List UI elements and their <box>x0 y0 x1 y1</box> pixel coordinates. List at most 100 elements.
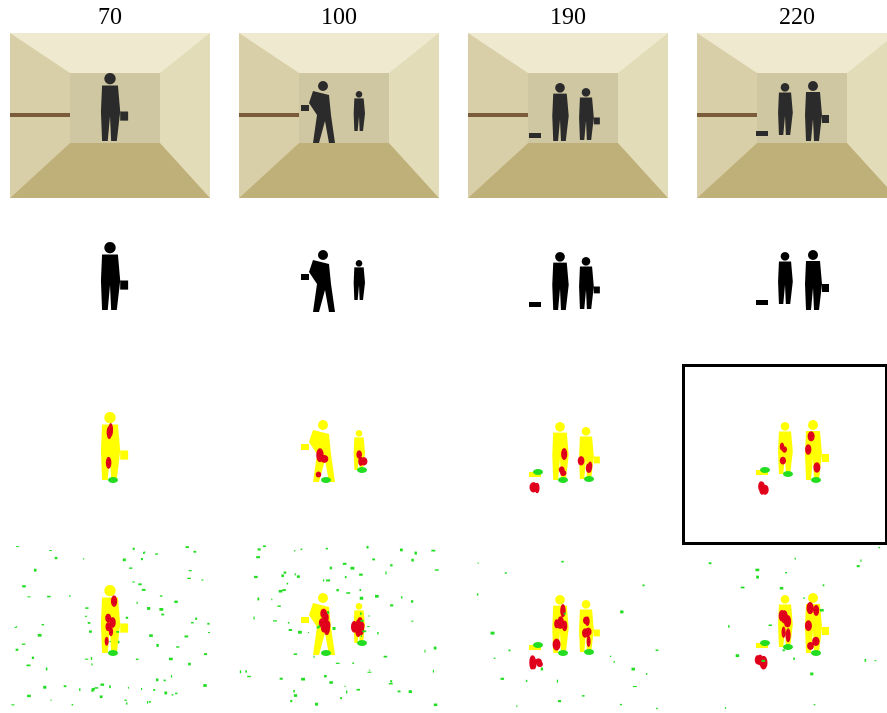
noise-speck <box>340 697 343 700</box>
missed-pixels <box>778 609 786 622</box>
person-mask-3 <box>756 300 768 305</box>
missed-pixels <box>358 456 364 467</box>
missed-pixels <box>779 456 787 465</box>
noise-speck <box>367 626 370 628</box>
noise-speck <box>153 689 156 691</box>
missed-pixels <box>813 604 820 617</box>
noise-speck <box>90 657 93 660</box>
noise-speck <box>43 685 47 689</box>
noise-speck <box>188 662 191 666</box>
noise-speck <box>16 546 19 548</box>
noise-speck <box>71 703 74 706</box>
noise-speck <box>327 611 330 614</box>
noise-speck <box>332 627 336 630</box>
corridor-end <box>757 73 847 143</box>
noise-speck <box>84 658 89 660</box>
detected-region-1 <box>301 593 335 655</box>
noise-speck <box>191 621 194 624</box>
noise-speck <box>361 643 365 646</box>
noise-speck <box>201 579 204 581</box>
noise-speck <box>329 566 333 570</box>
detected-region-2 <box>579 427 600 479</box>
noise-speck <box>282 589 286 592</box>
missed-pixels <box>759 655 768 670</box>
method-b-result-190 <box>468 545 668 710</box>
noise-speck <box>293 689 295 693</box>
noise-speck <box>525 679 528 683</box>
noise-speck <box>148 701 151 703</box>
frame-label-220: 220 <box>779 4 815 30</box>
noise-speck <box>813 704 816 706</box>
noise-speck <box>174 600 178 604</box>
noise-speck <box>176 646 180 648</box>
missed-pixels <box>110 595 118 607</box>
missed-pixels <box>586 635 591 647</box>
noise-speck <box>159 595 163 597</box>
noise-speck <box>37 633 42 637</box>
method-b-result-220 <box>697 545 887 710</box>
noise-speck <box>313 655 315 658</box>
missed-pixels <box>781 626 786 638</box>
noise-speck <box>793 657 795 660</box>
noise-speck <box>79 688 81 691</box>
missed-pixels <box>758 481 765 492</box>
missed-pixels <box>315 471 322 478</box>
noise-speck <box>656 707 658 710</box>
noise-speck <box>185 546 189 549</box>
noise-speck <box>11 704 15 706</box>
noise-speck <box>163 679 166 682</box>
noise-speck <box>632 685 637 688</box>
noise-speck <box>385 571 387 575</box>
noise-speck <box>161 613 165 616</box>
person-1 <box>100 73 129 141</box>
noise-speck <box>296 575 300 578</box>
missed-pixels <box>804 620 812 632</box>
noise-speck <box>476 593 479 596</box>
missed-pixels <box>807 642 814 650</box>
noise-speck <box>187 577 191 579</box>
noise-speck <box>359 589 362 592</box>
missed-pixels <box>583 628 591 637</box>
missed-pixels <box>109 617 116 628</box>
noise-speck <box>34 568 37 572</box>
noise-speck <box>613 661 616 663</box>
noise-speck <box>424 649 426 653</box>
noise-speck <box>779 586 784 590</box>
person-mask-2 <box>579 257 600 309</box>
noise-speck <box>874 660 877 662</box>
floor <box>697 143 887 198</box>
noise-speck <box>143 552 145 554</box>
noise-speck <box>360 612 362 616</box>
noise-speck <box>247 675 251 678</box>
noise-speck <box>293 694 298 697</box>
noise-speck <box>383 655 388 658</box>
noise-speck <box>822 584 825 587</box>
noise-speck <box>203 653 208 656</box>
false-positive-pixels <box>760 467 770 473</box>
noise-speck <box>41 624 45 626</box>
noise-speck <box>864 659 867 662</box>
noise-speck <box>408 690 412 694</box>
noise-speck <box>193 550 197 553</box>
noise-speck <box>50 699 52 701</box>
false-positive-pixels <box>321 477 331 483</box>
noise-speck <box>631 667 636 671</box>
person-3 <box>756 131 768 136</box>
noise-speck <box>322 579 325 582</box>
person-mask-2 <box>805 250 829 310</box>
missed-pixels <box>560 604 566 618</box>
noise-speck <box>655 649 659 651</box>
noise-speck <box>360 619 364 622</box>
false-positive-pixels <box>811 477 821 483</box>
false-positive-pixels <box>558 477 568 483</box>
noise-speck <box>490 631 495 635</box>
noise-speck <box>294 573 296 576</box>
frame-label-190: 190 <box>550 4 586 30</box>
detected-region-1 <box>100 412 129 480</box>
noise-speck <box>171 694 174 696</box>
floor <box>10 143 210 198</box>
noise-speck <box>94 687 99 689</box>
noise-speck <box>359 573 363 576</box>
missed-pixels <box>812 636 820 646</box>
missed-pixels <box>105 613 112 623</box>
